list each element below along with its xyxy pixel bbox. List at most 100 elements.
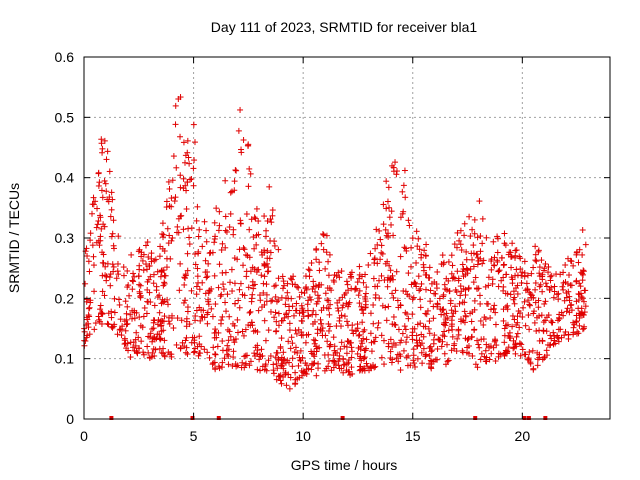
data-point [129,344,136,351]
data-point [286,385,293,392]
data-point [302,360,309,367]
data-point [364,363,371,370]
data-point [362,290,369,297]
data-point [318,240,325,247]
data-point [108,314,115,321]
data-point [470,279,477,286]
data-point [461,220,468,227]
data-point [545,263,552,270]
data-point [386,214,393,221]
data-point [361,326,368,333]
data-point [348,348,355,355]
data-point [268,219,275,226]
data-point [514,319,521,326]
data-point [507,249,514,256]
data-point [500,274,507,281]
data-point [114,268,121,275]
data-point [281,356,288,363]
data-point [128,251,135,258]
data-point [308,260,315,267]
data-point [543,328,550,335]
data-point [140,349,147,356]
data-point [287,275,294,282]
data-point [393,168,400,175]
data-point [513,266,520,273]
data-point [96,242,103,249]
data-point [95,182,102,189]
data-point [227,333,234,340]
data-point [543,314,550,321]
data-point [223,228,230,235]
data-point [87,299,94,306]
data-point [90,194,97,201]
data-point [409,325,416,332]
data-point [111,295,118,302]
data-point [254,328,261,335]
data-point [248,216,255,223]
data-point [480,257,487,264]
data-point [308,296,315,303]
data-point [405,270,412,277]
data-point [296,374,303,381]
data-point [263,291,270,298]
data-point [171,198,178,205]
data-point [488,266,495,273]
data-point [503,271,510,278]
data-point [423,351,430,358]
data-point [406,222,413,229]
y-tick-label: 0.1 [55,351,75,367]
data-point [442,361,449,368]
x-tick-label: 0 [80,428,88,444]
data-point [455,331,462,338]
data-point [376,295,383,302]
data-point [436,295,443,302]
data-point [102,263,109,270]
data-point [315,282,322,289]
data-point [108,308,115,315]
data-point [139,257,146,264]
data-point [313,256,320,263]
data-point [203,274,210,281]
data-point [378,272,385,279]
data-point [235,127,242,134]
data-point [576,322,583,329]
data-point [320,304,327,311]
data-point [541,353,548,360]
data-point [495,353,502,360]
data-point [427,287,434,294]
data-point [175,215,182,222]
data-point [138,338,145,345]
data-point [278,335,285,342]
data-point [444,314,451,321]
data-point [512,285,519,292]
data-point [401,244,408,251]
data-point [149,326,156,333]
data-point [231,300,238,307]
data-point [190,121,197,128]
data-point [166,320,173,327]
data-point [559,283,566,290]
data-point [479,240,486,247]
data-point [349,370,356,377]
data-point [471,297,478,304]
data-point [532,286,539,293]
data-point [184,304,191,311]
data-point [150,345,157,352]
data-point [296,310,303,317]
data-point [451,342,458,349]
data-point [543,347,550,354]
data-point [526,301,533,308]
data-point [249,322,256,329]
data-point [377,256,384,263]
data-point [417,320,424,327]
data-point [240,244,247,251]
data-point [368,339,375,346]
data-point [477,255,484,262]
data-point [253,205,260,212]
data-point [393,171,400,178]
data-point [127,354,134,361]
data-point [145,349,152,356]
data-point [299,307,306,314]
data-point [336,274,343,281]
data-point [180,139,187,146]
